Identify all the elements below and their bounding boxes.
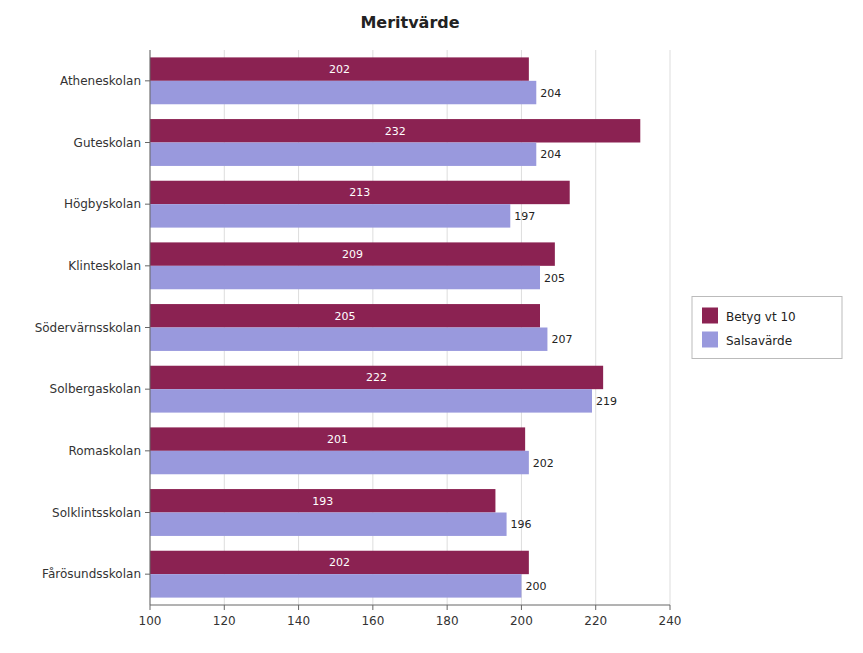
data-label: 205 [335, 310, 356, 323]
legend-swatch [702, 308, 718, 324]
x-axis [150, 605, 670, 606]
category-label: Högbyskolan [64, 197, 141, 211]
data-label: 201 [327, 433, 348, 446]
tick-label: 100 [139, 614, 162, 628]
tick-mark [224, 605, 225, 610]
bars [150, 57, 640, 597]
bar [150, 451, 529, 474]
legend: Betyg vt 10 Salsavärde [692, 297, 842, 359]
data-label: 205 [544, 272, 565, 285]
bar [150, 81, 536, 104]
tick-label: 200 [510, 614, 533, 628]
data-label: 207 [551, 333, 572, 346]
bar [150, 551, 529, 574]
data-label: 222 [366, 371, 387, 384]
tick-mark [521, 605, 522, 610]
data-label: 204 [540, 148, 561, 161]
tick-mark [145, 327, 150, 328]
bar [150, 389, 592, 412]
data-label: 219 [596, 395, 617, 408]
chart-container: Meritvärde 100 120 140 160 180 200 220 240 202 193… [0, 0, 863, 653]
bar [150, 204, 510, 227]
tick-mark [447, 605, 448, 610]
tick-label: 160 [361, 614, 384, 628]
tick-mark [145, 142, 150, 143]
bar [150, 328, 547, 351]
tick-mark [145, 80, 150, 81]
tick-label: 120 [213, 614, 236, 628]
bar [150, 266, 540, 289]
category-label: Guteskolan [74, 136, 141, 150]
data-label: 202 [329, 556, 350, 569]
chart: Meritvärde 100 120 140 160 180 200 220 240 202 193… [0, 0, 863, 653]
bar [150, 242, 555, 265]
bar [150, 181, 570, 204]
tick-label: 140 [287, 614, 310, 628]
tick-mark [145, 389, 150, 390]
tick-mark [670, 605, 671, 610]
bar [150, 574, 521, 597]
grid-line [670, 50, 671, 605]
bar [150, 304, 540, 327]
tick-mark [595, 605, 596, 610]
category-label: Fårösundsskolan [42, 567, 141, 581]
tick-mark [298, 605, 299, 610]
legend-swatch [702, 332, 718, 348]
data-label: 202 [533, 457, 554, 470]
category-label: Romaskolan [68, 444, 141, 458]
bar [150, 119, 640, 142]
tick-mark [145, 512, 150, 513]
legend-label: Salsavärde [726, 334, 792, 348]
bar [150, 513, 507, 536]
data-label: 197 [514, 210, 535, 223]
category-label: Södervärnsskolan [35, 321, 141, 335]
grid-line [150, 50, 151, 605]
legend-box [692, 297, 842, 359]
data-label: 200 [525, 580, 546, 593]
data-label: 213 [349, 186, 370, 199]
data-label: 204 [540, 87, 561, 100]
data-labels: 202 193 201 222 205 209 213 232 202 200 196 202 219 2… [312, 63, 617, 593]
tick-mark [145, 265, 150, 266]
data-label: 193 [312, 495, 333, 508]
category-label: Atheneskolan [60, 74, 141, 88]
y-axis [150, 50, 151, 605]
bar [150, 366, 603, 389]
category-label: Solklintsskolan [52, 506, 141, 520]
data-label: 196 [511, 518, 532, 531]
title: Meritvärde [360, 13, 459, 32]
tick-mark [145, 450, 150, 451]
tick-label: 220 [584, 614, 607, 628]
bar [150, 427, 525, 450]
category-label: Klinteskolan [68, 259, 141, 273]
tick-mark [145, 204, 150, 205]
data-label: 232 [385, 125, 406, 138]
tick-label: 180 [436, 614, 459, 628]
tick-mark [150, 605, 151, 610]
data-label: 209 [342, 248, 363, 261]
tick-mark [372, 605, 373, 610]
tick-label: 240 [659, 614, 682, 628]
legend-label: Betyg vt 10 [726, 310, 796, 324]
bar [150, 57, 529, 80]
data-label: 202 [329, 63, 350, 76]
bar [150, 143, 536, 166]
category-label: Solbergaskolan [50, 382, 141, 396]
tick-mark [145, 574, 150, 575]
bar [150, 489, 495, 512]
grid [150, 50, 670, 605]
